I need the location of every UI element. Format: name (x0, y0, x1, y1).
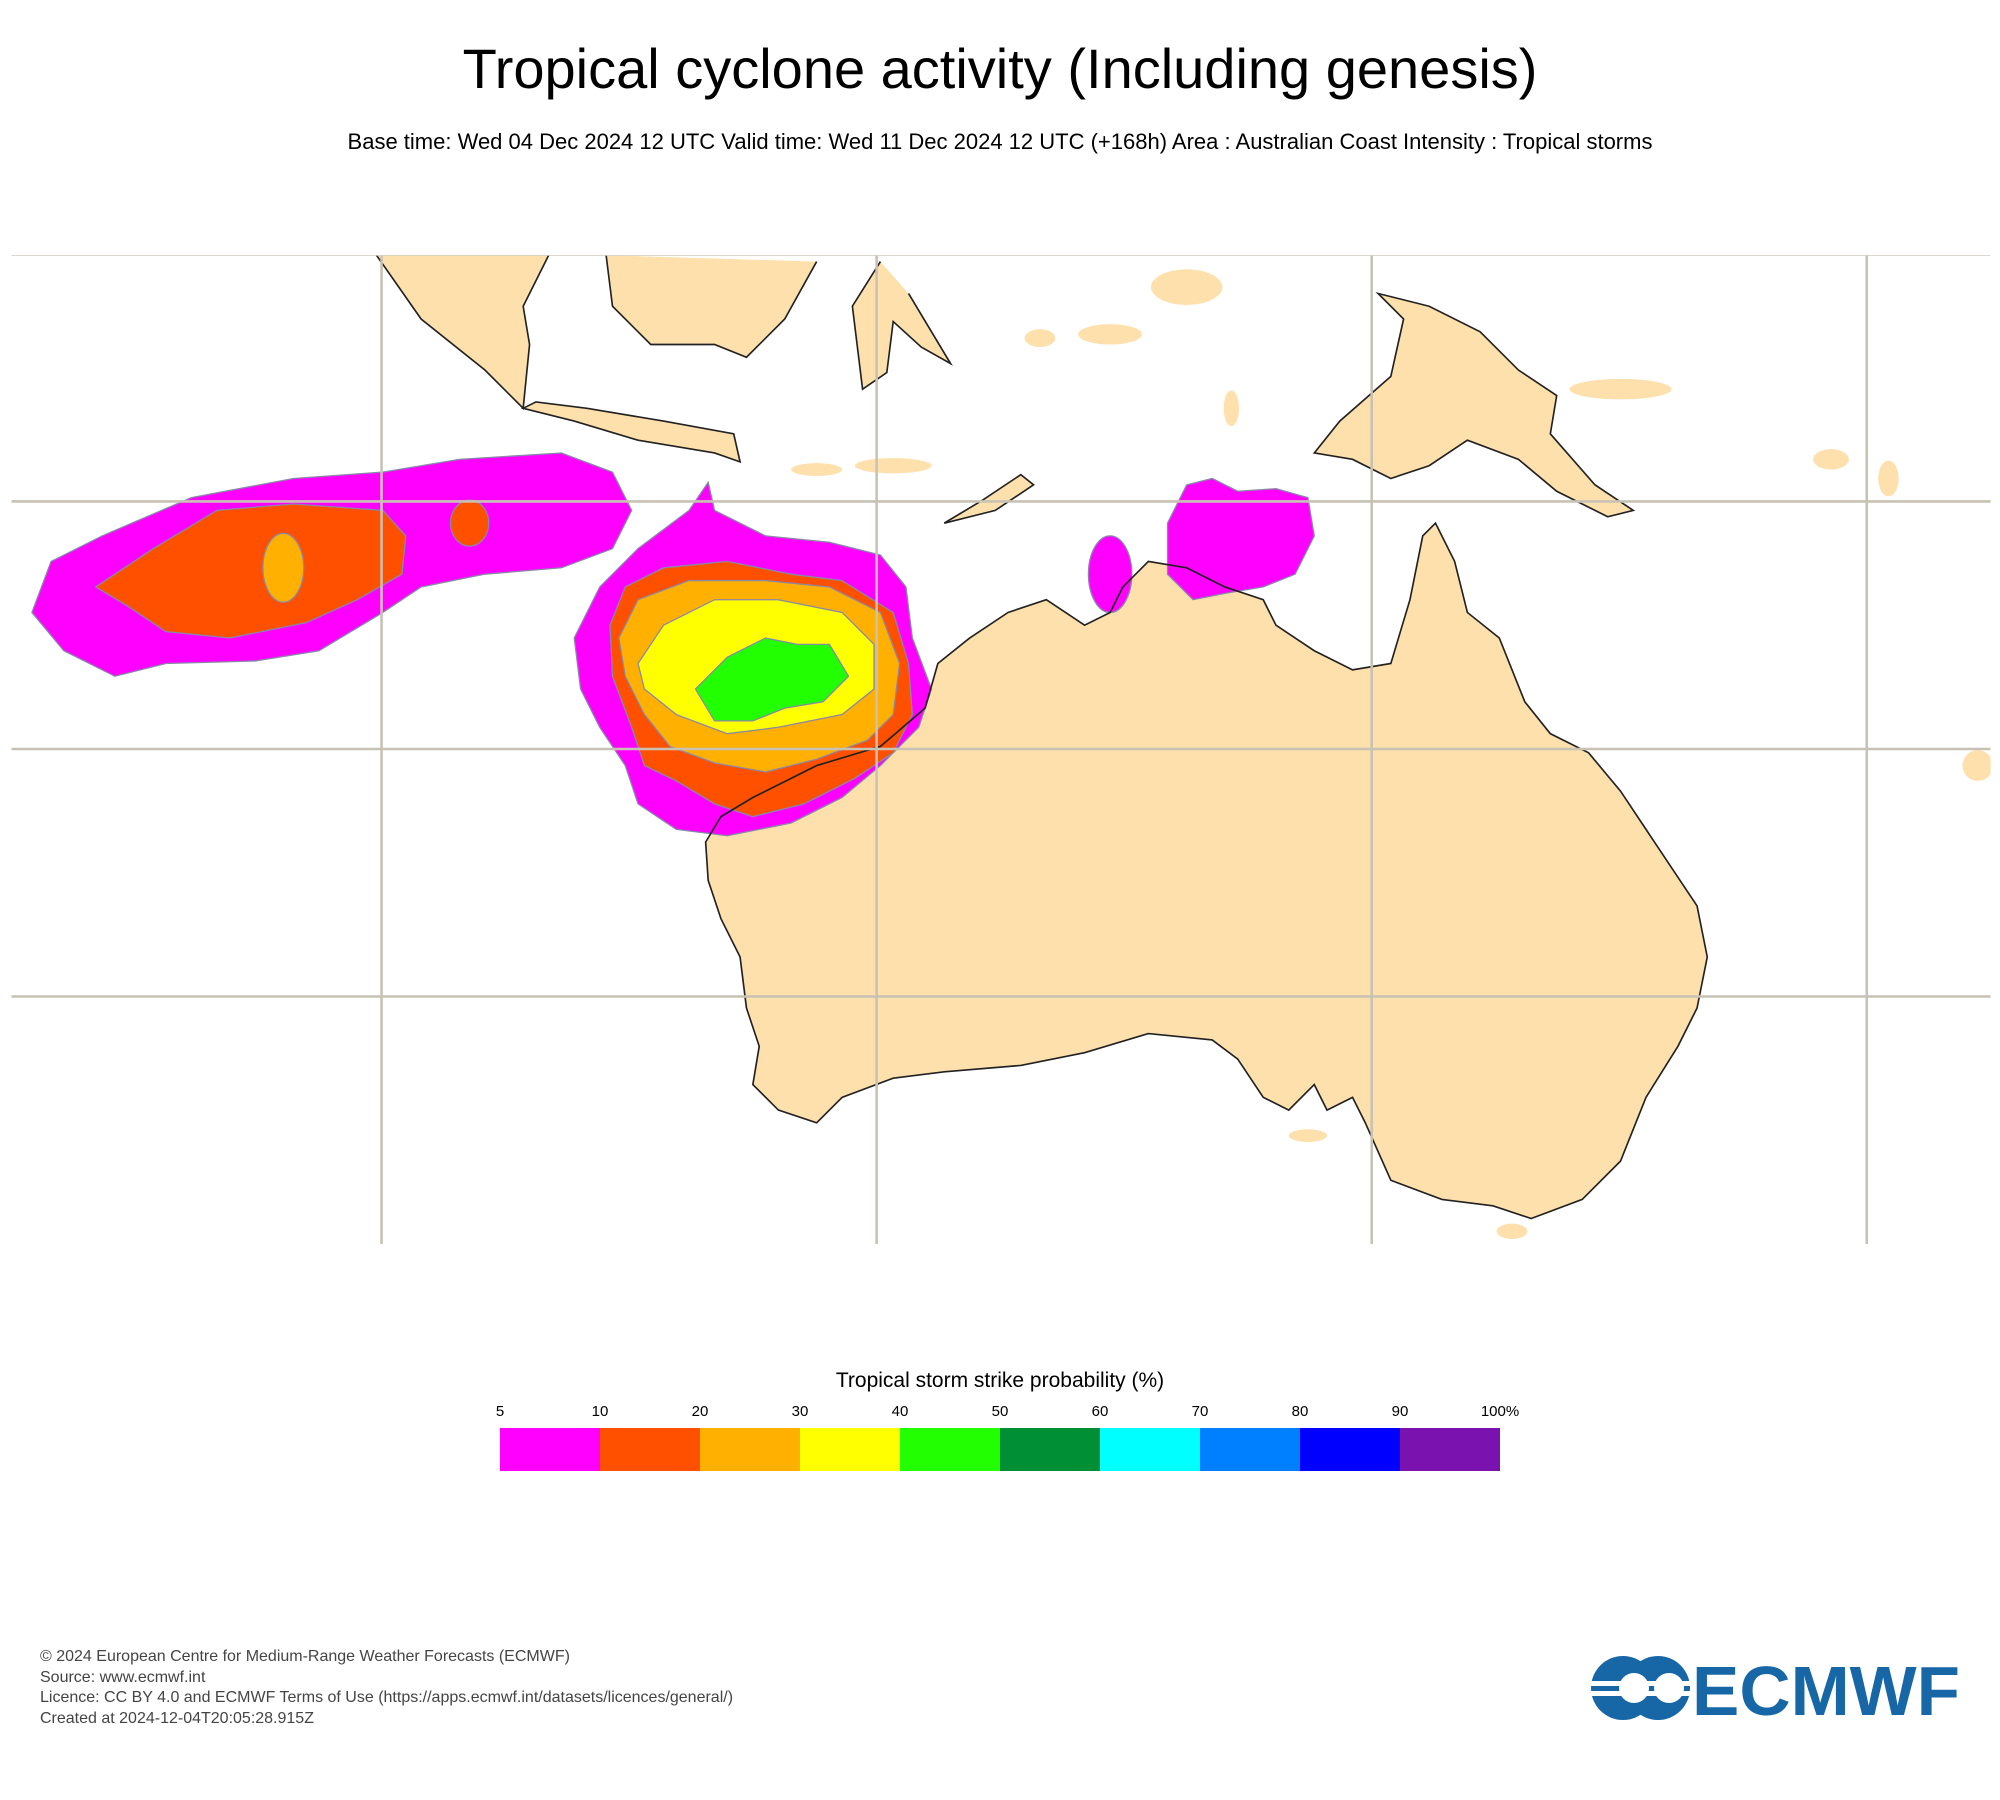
new-guinea (1314, 293, 1634, 517)
colorbar-tick-label: 5 (495, 1403, 505, 1420)
colorbar-tick-label: 10 (591, 1403, 609, 1420)
colorbar-segment (900, 1428, 1000, 1471)
colorbar-tick-label: 90 (1391, 1403, 1409, 1420)
probability-contours (31, 452, 1315, 837)
colorbar-tick-label: 40 (891, 1403, 909, 1420)
borneo (606, 255, 817, 358)
timor (944, 474, 1034, 524)
graticule (11, 255, 1991, 1245)
colorbar-segment (1100, 1428, 1200, 1471)
sulawesi (852, 261, 951, 390)
source-text: Source: www.ecmwf.int (40, 1668, 206, 1686)
colorbar (500, 1428, 1500, 1471)
colorbar-segment (700, 1428, 800, 1471)
coastlines (375, 255, 1709, 1220)
licence-text: Licence: CC BY 4.0 and ECMWF Terms of Us… (40, 1689, 734, 1706)
contour-40pct-central (694, 637, 850, 722)
colorbar-tick-label: 70 (1191, 1403, 1209, 1420)
contour-10pct-west (94, 503, 407, 639)
copyright-text: © 2024 European Centre for Medium-Range … (40, 1648, 570, 1665)
page-subtitle: Base time: Wed 04 Dec 2024 12 UTC Valid … (347, 129, 1653, 154)
sumatra (376, 255, 549, 409)
legend-title: Tropical storm strike probability (%) (835, 1369, 1165, 1392)
colorbar-segment (600, 1428, 700, 1471)
contour-5pct-small (1087, 535, 1133, 614)
colorbar-tick-label: 30 (791, 1403, 809, 1420)
colorbar-tick-label: 60 (1091, 1403, 1109, 1420)
colorbar-tick-label: 80 (1291, 1403, 1309, 1420)
page-title: Tropical cyclone activity (Including gen… (462, 37, 1538, 100)
colorbar-tick-label: 20 (691, 1403, 709, 1420)
colorbar-segment (1000, 1428, 1100, 1471)
contour-10pct-small (449, 499, 490, 547)
footer: © 2024 European Centre for Medium-Range … (40, 1647, 733, 1729)
colorbar-segment (1200, 1428, 1300, 1471)
svg-text:ECMWF: ECMWF (1692, 1655, 1960, 1721)
contour-5pct-northeast (1166, 477, 1315, 601)
colorbar-segment (1400, 1428, 1500, 1471)
java (523, 401, 741, 462)
colorbar-ticks: 5 10 20 30 40 50 60 70 80 90 100% (496, 1403, 1519, 1421)
colorbar-tick-label: 50 (991, 1403, 1009, 1420)
created-text: Created at 2024-12-04T20:05:28.915Z (40, 1709, 314, 1727)
colorbar-segment (800, 1428, 900, 1471)
colorbar-segment (1300, 1428, 1400, 1471)
australia (705, 523, 1708, 1219)
ecmwf-logo: ECMWF (1590, 1655, 1960, 1721)
colorbar-tick-label: 100% (1480, 1403, 1520, 1420)
colorbar-segment (500, 1428, 600, 1471)
contour-20pct-west (262, 532, 305, 603)
